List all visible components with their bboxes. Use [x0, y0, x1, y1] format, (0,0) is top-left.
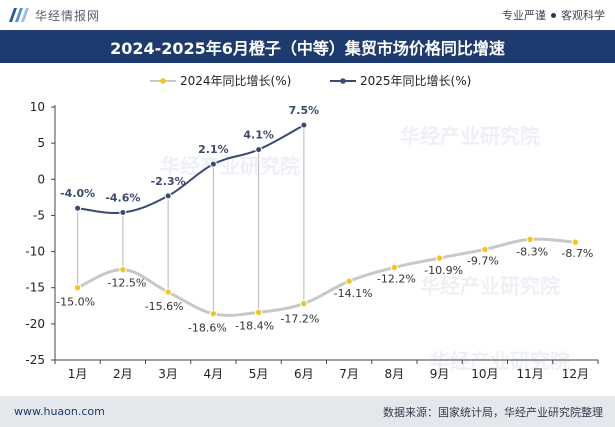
series-2024-point: [209, 310, 218, 318]
series-2024-line: [77, 237, 576, 317]
data-label-2025: 7.5%: [289, 104, 320, 117]
website-link[interactable]: www.huaon.com: [14, 405, 105, 418]
x-tick-label: 12月: [562, 367, 589, 381]
data-label-2024: -15.0%: [56, 296, 95, 309]
series-2025-point: [300, 121, 308, 129]
data-label-2024: -8.3%: [516, 245, 548, 258]
series-2024-point: [73, 284, 82, 292]
series-2025-line: [77, 124, 305, 214]
series-2025-point: [255, 146, 263, 154]
y-tick-label: -15: [25, 281, 45, 295]
x-tick-label: 2月: [113, 367, 133, 381]
series-2024-point: [119, 265, 127, 274]
footer: www.huaon.com 数据来源：国家统计局，华经产业研究院整理: [0, 396, 615, 427]
data-label-2025: 4.1%: [243, 129, 274, 142]
data-label-2024: -9.7%: [467, 254, 499, 267]
data-label-2024: -14.1%: [334, 287, 373, 300]
brand: 华经情报网: [8, 7, 100, 24]
series-2024-point: [345, 277, 353, 285]
data-label-2024: -12.2%: [377, 272, 416, 285]
series-2025-point: [119, 209, 127, 217]
series-2024-point: [526, 235, 534, 243]
data-label-2024: -8.7%: [561, 247, 593, 260]
chart-area: 华经产业研究院华经产业研究院华经产业研究院华经产业研究院1050-5-10-15…: [25, 74, 599, 381]
bullet-dot-icon: [551, 12, 556, 18]
series-2024-point: [481, 245, 489, 254]
series-2025-point: [74, 204, 82, 212]
legend-2025-label: 2025年同比增长(%): [360, 74, 471, 88]
series-2024-point: [571, 238, 580, 246]
data-label-2024: -15.6%: [145, 300, 184, 313]
tagline-right: 客观科学: [561, 9, 605, 22]
data-label-2024: -18.6%: [188, 322, 227, 335]
x-tick-label: 10月: [471, 367, 498, 381]
series-2024-point: [390, 263, 399, 272]
x-tick-label: 1月: [68, 367, 88, 381]
x-tick-label: 6月: [294, 367, 314, 381]
watermark-text: 华经产业研究院: [420, 274, 560, 298]
y-tick-label: 5: [37, 136, 45, 150]
data-label-2025: -4.6%: [105, 192, 140, 205]
series-2024-point: [254, 308, 263, 316]
series-2025-point: [164, 192, 172, 200]
y-tick-label: -10: [25, 245, 45, 259]
top-bar: 华经情报网 专业严谨 客观科学: [0, 0, 615, 30]
series-2024-point: [435, 254, 444, 262]
series-2024-point: [300, 299, 308, 308]
data-label-2024: -18.4%: [235, 319, 274, 332]
watermark-text: 华经产业研究院: [400, 124, 540, 148]
tagline: 专业严谨 客观科学: [502, 7, 605, 23]
data-label-2024: -12.5%: [107, 277, 146, 290]
x-tick-label: 7月: [339, 367, 359, 381]
data-label-2024: -10.9%: [424, 264, 463, 277]
y-tick-label: 0: [37, 172, 45, 186]
watermark-text: 华经产业研究院: [430, 349, 570, 373]
x-tick-label: 3月: [158, 367, 178, 381]
data-label-2025: -4.0%: [60, 187, 95, 200]
series-2024-point: [164, 288, 172, 296]
data-source: 数据来源：国家统计局，华经产业研究院整理: [383, 405, 603, 419]
data-label-2024: -17.2%: [280, 313, 319, 326]
y-tick-label: -25: [25, 353, 45, 367]
tagline-left: 专业严谨: [502, 9, 546, 22]
chart-title: 2024-2025年6月橙子（中等）集贸市场价格同比增速: [0, 30, 615, 63]
y-tick-label: 10: [30, 100, 45, 114]
x-tick-label: 4月: [204, 367, 224, 381]
y-tick-label: -5: [33, 208, 45, 222]
legend-2025-swatch-marker: [340, 78, 346, 84]
huajing-logo-icon: [9, 8, 29, 22]
brand-name: 华经情报网: [35, 8, 101, 23]
x-tick-label: 5月: [249, 367, 269, 381]
data-label-2025: 2.1%: [198, 143, 229, 156]
x-tick-label: 11月: [516, 367, 543, 381]
series-2025-point: [209, 160, 217, 168]
legend-2024-label: 2024年同比增长(%): [180, 74, 291, 88]
x-tick-label: 8月: [385, 367, 405, 381]
data-label-2025: -2.3%: [151, 175, 186, 188]
legend-2024-swatch-marker: [160, 78, 166, 84]
y-tick-label: -20: [25, 317, 45, 331]
x-tick-label: 9月: [430, 367, 450, 381]
